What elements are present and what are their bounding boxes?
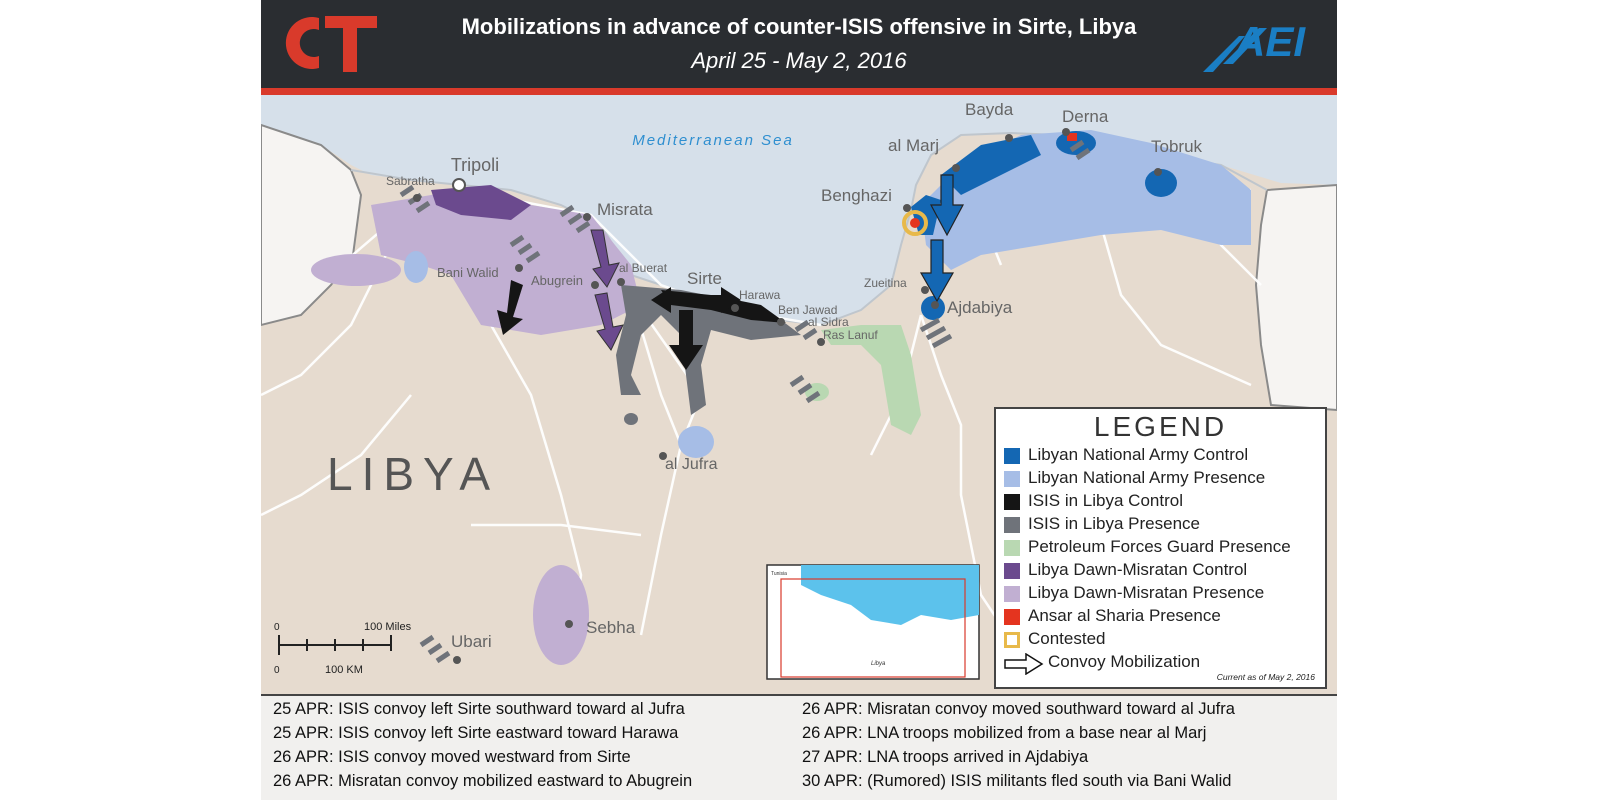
city-label-al-marj: al Marj	[888, 136, 939, 155]
city-label-derna: Derna	[1062, 107, 1109, 126]
legend-title: LEGEND	[1093, 411, 1228, 442]
legend-note: Current as of May 2, 2016	[1216, 672, 1315, 682]
map-title: Mobilizations in advance of counter-ISIS…	[461, 14, 1137, 39]
convoy-arrow-sirte-south	[669, 310, 703, 370]
city-label-ras-lanuf: Ras Lanuf	[823, 328, 878, 342]
inset-map: Tunisia Libya	[766, 564, 980, 680]
misratan-presence-west	[371, 190, 641, 335]
country-label: LIBYA	[327, 448, 499, 500]
convoy-arrow-abugrein-south	[594, 292, 624, 351]
mediterranean-sea	[261, 95, 1337, 325]
city-label-abugrein: Abugrein	[531, 273, 583, 288]
lna-control-tobruk	[1145, 169, 1177, 197]
city-labels: Tripoli Sabratha Misrata Bani Walid Abug…	[386, 100, 1203, 651]
lna-presence-jufra	[678, 426, 714, 458]
legend-swatch	[1004, 494, 1020, 510]
city-label-sebha: Sebha	[586, 618, 636, 637]
ct-logo: CT	[281, 10, 377, 72]
timeline-entry: 26 APR: ISIS convoy moved westward from …	[273, 748, 631, 766]
timeline-entry: 26 APR: Misratan convoy moved southward …	[802, 700, 1235, 718]
convoy-arrow-bani-walid	[497, 280, 523, 335]
convoy-arrow-al-marj	[930, 174, 964, 237]
inset-country-label: Libya	[871, 661, 886, 667]
city-dots	[413, 128, 1162, 664]
scale-miles-label: 100 Miles	[364, 621, 412, 633]
convoy-arrow-sirte-west	[651, 287, 701, 313]
misratan-presence-sebha	[533, 565, 589, 665]
city-label-tobruk: Tobruk	[1151, 137, 1203, 156]
city-label-bayda: Bayda	[965, 100, 1014, 119]
aei-logo-text: AEI	[1234, 18, 1306, 65]
map-poster: CT Mobilizations in advance of counter-I…	[261, 0, 1337, 800]
legend: LEGEND Libyan National Army Control Liby…	[994, 407, 1327, 689]
convoy-arrow-icon	[1004, 653, 1044, 675]
aei-logo: AEI	[1203, 18, 1306, 72]
contested-benghazi	[902, 210, 928, 236]
timeline-panel: 25 APR: ISIS convoy left Sirte southward…	[261, 694, 1337, 800]
lna-presence-west	[404, 251, 428, 283]
scale-zero-bottom: 0	[274, 665, 280, 676]
legend-swatch	[1004, 586, 1020, 602]
legend-swatch	[1004, 632, 1020, 648]
convoy-arrow-sirte-east	[691, 287, 741, 313]
header-accent-bar	[261, 88, 1337, 95]
city-label-ben-jawad: Ben Jawad	[778, 303, 837, 317]
header: CT Mobilizations in advance of counter-I…	[261, 0, 1337, 88]
misratan-presence-nafusa	[311, 254, 401, 286]
city-label-benghazi: Benghazi	[821, 186, 892, 205]
timeline-entry: 30 APR: (Rumored) ISIS militants fled so…	[802, 772, 1232, 790]
city-label-sabratha: Sabratha	[386, 174, 435, 188]
legend-swatch	[1004, 471, 1020, 487]
convoy-arrow-misrata-south	[590, 229, 620, 288]
city-label-tripoli: Tripoli	[451, 155, 499, 175]
timeline-entry: 25 APR: ISIS convoy left Sirte southward…	[273, 700, 685, 718]
legend-swatch	[1004, 448, 1020, 464]
convoy-arrows	[497, 174, 964, 370]
libya-map: Mediterranean Sea LIBYA Tripoli Sabratha…	[261, 95, 1337, 694]
scale-zero-top: 0	[274, 622, 280, 633]
legend-swatch	[1004, 563, 1020, 579]
scale-km-label: 100 KM	[325, 664, 363, 676]
city-label-ubari: Ubari	[451, 632, 492, 651]
lna-control-jebel	[941, 135, 1041, 195]
inset-neighbor-label: Tunisia	[771, 571, 787, 577]
isis-presence-south	[624, 413, 638, 425]
hatch-marks	[399, 139, 1091, 664]
legend-swatch	[1004, 609, 1020, 625]
map-subtitle: April 25 - May 2, 2016	[691, 48, 907, 73]
city-label-misrata: Misrata	[597, 200, 653, 219]
timeline-entry: 25 APR: ISIS convoy left Sirte eastward …	[273, 724, 679, 742]
city-label-al-jufra: al Jufra	[665, 456, 718, 473]
city-label-al-buerat: al Buerat	[619, 261, 668, 275]
legend-swatch	[1004, 540, 1020, 556]
city-label-ajdabiya: Ajdabiya	[947, 298, 1013, 317]
egypt	[1254, 183, 1337, 412]
timeline-entry: 26 APR: Misratan convoy mobilized eastwa…	[273, 772, 693, 790]
ansar-derna	[1067, 133, 1077, 141]
city-label-harawa: Harawa	[739, 288, 781, 302]
legend-swatch	[1004, 517, 1020, 533]
city-label-sirte: Sirte	[687, 269, 722, 288]
ansar-benghazi	[910, 218, 920, 228]
city-label-al-sidra: al Sidra	[808, 315, 849, 329]
timeline-entry: 26 APR: LNA troops mobilized from a base…	[802, 724, 1207, 742]
sea-label: Mediterranean Sea	[632, 132, 794, 149]
scale-bar: 0 100 Miles 0 100 KM	[274, 621, 412, 676]
ct-logo-text: CT	[281, 10, 283, 11]
timeline-entry: 27 APR: LNA troops arrived in Ajdabiya	[802, 748, 1089, 766]
city-label-zueitina: Zueitina	[864, 276, 907, 290]
city-label-bani-walid: Bani Walid	[437, 265, 499, 280]
misratan-control-tripoli	[431, 185, 531, 220]
pfg-presence	[821, 325, 921, 435]
convoy-arrow-ajdabiya	[919, 239, 955, 303]
